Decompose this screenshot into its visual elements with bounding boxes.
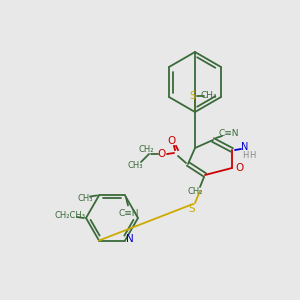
Text: CH₂: CH₂ bbox=[138, 146, 154, 154]
Text: CH₂: CH₂ bbox=[187, 187, 203, 196]
Text: CH₃: CH₃ bbox=[127, 160, 143, 169]
Text: H: H bbox=[249, 151, 255, 160]
Text: CH₂CH₃: CH₂CH₃ bbox=[55, 211, 86, 220]
Text: O: O bbox=[168, 136, 176, 146]
Text: O: O bbox=[158, 149, 166, 159]
Text: C≡N: C≡N bbox=[219, 130, 239, 139]
Text: CH₃: CH₃ bbox=[201, 92, 217, 100]
Text: O: O bbox=[235, 163, 243, 173]
Text: N: N bbox=[241, 142, 249, 152]
Text: N: N bbox=[126, 233, 134, 244]
Text: S: S bbox=[189, 204, 195, 214]
Text: CH₃: CH₃ bbox=[77, 194, 93, 203]
Text: S: S bbox=[189, 91, 195, 101]
Text: H: H bbox=[242, 151, 248, 160]
Text: C≡N: C≡N bbox=[119, 209, 139, 218]
